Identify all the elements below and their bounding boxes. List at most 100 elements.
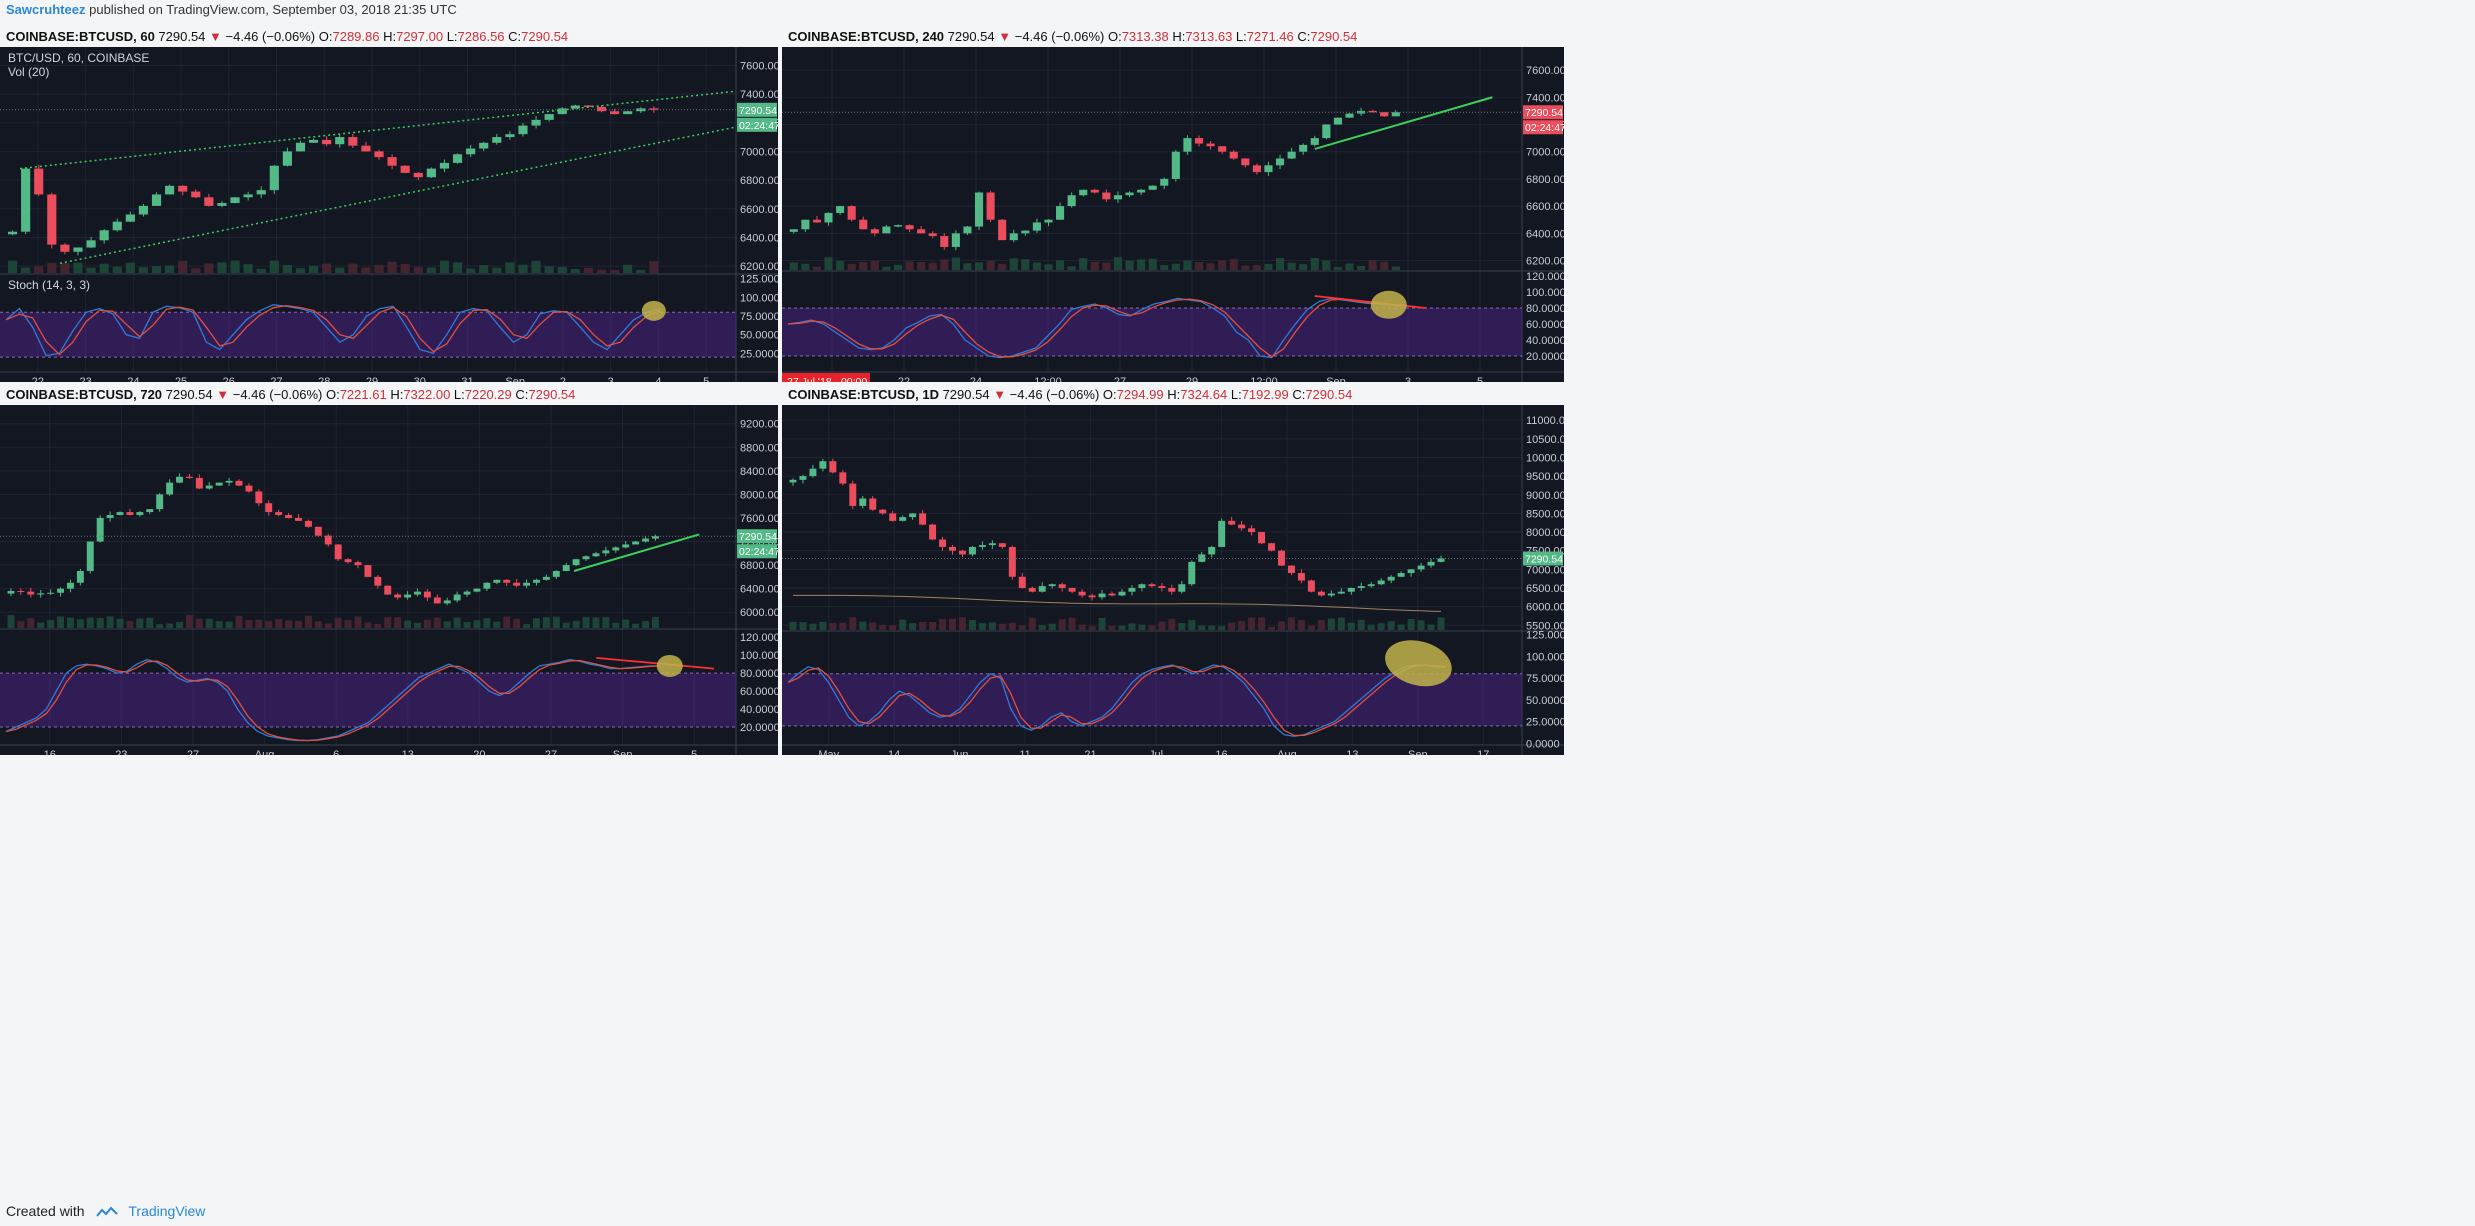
- volume-bar: [572, 620, 580, 628]
- time-tick-label: 17: [1477, 749, 1489, 755]
- osc-tick-label: 100.0000: [740, 292, 778, 304]
- candle-body: [651, 536, 659, 539]
- chart-canvas[interactable]: 7600.007400.007200.007000.006800.006600.…: [0, 47, 786, 388]
- author-link[interactable]: Sawcruhteez: [6, 2, 86, 17]
- candle-body: [809, 468, 817, 477]
- candle-body: [1368, 110, 1377, 113]
- candle-body: [1188, 561, 1196, 585]
- volume-bar: [314, 621, 322, 628]
- volume-bar: [1098, 617, 1106, 630]
- time-tick-label: 24: [970, 376, 982, 382]
- close-value: 7290.54: [1305, 387, 1353, 402]
- volume-bar: [185, 615, 193, 628]
- symbol-label: COINBASE:BTCUSD, 1D: [788, 387, 943, 402]
- candle-body: [819, 461, 827, 469]
- volume-bar: [463, 621, 471, 628]
- volume-bar: [1125, 260, 1134, 270]
- legend-label: BTC/USD, 60, COINBASE: [8, 51, 149, 65]
- tradingview-link[interactable]: TradingView: [128, 1203, 206, 1219]
- volume-bar: [275, 619, 283, 628]
- osc-tick-label: 50.0000: [1526, 695, 1564, 707]
- volume-bar: [998, 623, 1006, 630]
- volume-bar: [1228, 622, 1236, 630]
- candle-body: [1427, 561, 1435, 566]
- volume-bar: [66, 617, 74, 628]
- volume-bar: [552, 616, 560, 628]
- candle-body: [334, 544, 342, 560]
- volume-bar: [544, 266, 554, 273]
- chart-canvas[interactable]: 7600.007400.007200.007000.006800.006600.…: [782, 47, 1572, 389]
- volume-bar: [245, 619, 253, 628]
- divergence-line: [1314, 295, 1426, 309]
- volume-bar: [166, 623, 174, 628]
- volume-bar: [1252, 265, 1261, 270]
- volume-bar: [86, 267, 96, 273]
- low-label: L:: [1235, 29, 1247, 44]
- price-tick-label: 10500.000: [1526, 434, 1564, 446]
- volume-bar: [205, 618, 213, 628]
- candle-body: [879, 509, 887, 514]
- price-tag-bg: [737, 529, 777, 544]
- candle-body: [1287, 565, 1295, 574]
- candle-body: [256, 190, 266, 195]
- volume-bar: [1275, 257, 1285, 270]
- candle-body: [1437, 558, 1445, 562]
- chart-panel-2[interactable]: COINBASE:BTCUSD, 240 7290.54 ▼ −4.46 (−0…: [782, 27, 1572, 389]
- candle-body: [374, 151, 384, 158]
- price-tag-bg: [737, 102, 777, 117]
- candle-body: [596, 106, 607, 112]
- chart-panel-1[interactable]: COINBASE:BTCUSD, 60 7290.54 ▼ −4.46 (−0.…: [0, 27, 786, 388]
- low-label: L:: [1230, 387, 1242, 402]
- countdown-tag-bg: [737, 544, 777, 559]
- candle-body: [1088, 595, 1096, 598]
- price-tick-label: 6000.00: [740, 607, 778, 619]
- candle-body: [1317, 591, 1325, 596]
- down-arrow-icon: ▼: [993, 387, 1010, 402]
- candle-body: [361, 145, 371, 152]
- candle-body: [1038, 586, 1046, 592]
- countdown-tag: 02:24:47: [1525, 122, 1564, 134]
- volume-bar: [1307, 625, 1315, 630]
- candle-body: [354, 562, 362, 566]
- time-tick-label: 29: [1186, 376, 1198, 382]
- time-tick-label: Aug: [1277, 749, 1297, 755]
- candle-body: [322, 139, 332, 145]
- candle-body: [552, 570, 560, 577]
- volume-bar: [642, 620, 649, 628]
- time-tick-label: 14: [888, 749, 900, 755]
- volume-bar: [651, 617, 659, 628]
- volume-bar: [1088, 626, 1096, 630]
- volume-bar: [849, 617, 857, 630]
- chart-panel-4[interactable]: COINBASE:BTCUSD, 1D 7290.54 ▼ −4.46 (−0.…: [782, 385, 1578, 761]
- volume-bar: [466, 268, 476, 273]
- chart-canvas[interactable]: 9200.008800.008400.008000.007600.007200.…: [0, 405, 786, 761]
- candle-body: [570, 105, 580, 109]
- candle-body: [1206, 143, 1215, 147]
- time-tick-label: 23: [115, 749, 127, 755]
- volume-bar: [998, 264, 1007, 270]
- volume-bar: [899, 619, 907, 630]
- osc-tick-label: 100.0000: [740, 650, 778, 662]
- chart-panel-3[interactable]: COINBASE:BTCUSD, 720 7290.54 ▼ −4.46 (−0…: [0, 385, 786, 761]
- volume-bar: [1056, 260, 1065, 270]
- candle-body: [47, 194, 57, 245]
- volume-bar: [1208, 625, 1216, 630]
- chart-canvas[interactable]: 11000.000 10500.000 10000.000 9500.000 9000.…: [782, 405, 1578, 761]
- volume-bar: [27, 618, 35, 628]
- stoch-band: [0, 673, 736, 728]
- close-value: 7290.54: [521, 29, 569, 44]
- stoch-band: [782, 308, 1522, 356]
- volume-bar: [649, 261, 659, 273]
- volume-bar: [958, 617, 966, 630]
- volume-bar: [295, 268, 306, 273]
- volume-bar: [1248, 617, 1256, 630]
- volume-bar: [1018, 625, 1026, 630]
- volume-bar: [1347, 622, 1355, 630]
- volume-bar: [801, 263, 810, 270]
- volume-bar: [1171, 263, 1180, 270]
- time-tick-label: 6: [333, 749, 339, 755]
- time-tick-label: 5: [703, 376, 709, 382]
- candle-body: [939, 539, 947, 547]
- candle-body: [295, 142, 306, 152]
- price-tick-label: 6600.00: [740, 204, 778, 216]
